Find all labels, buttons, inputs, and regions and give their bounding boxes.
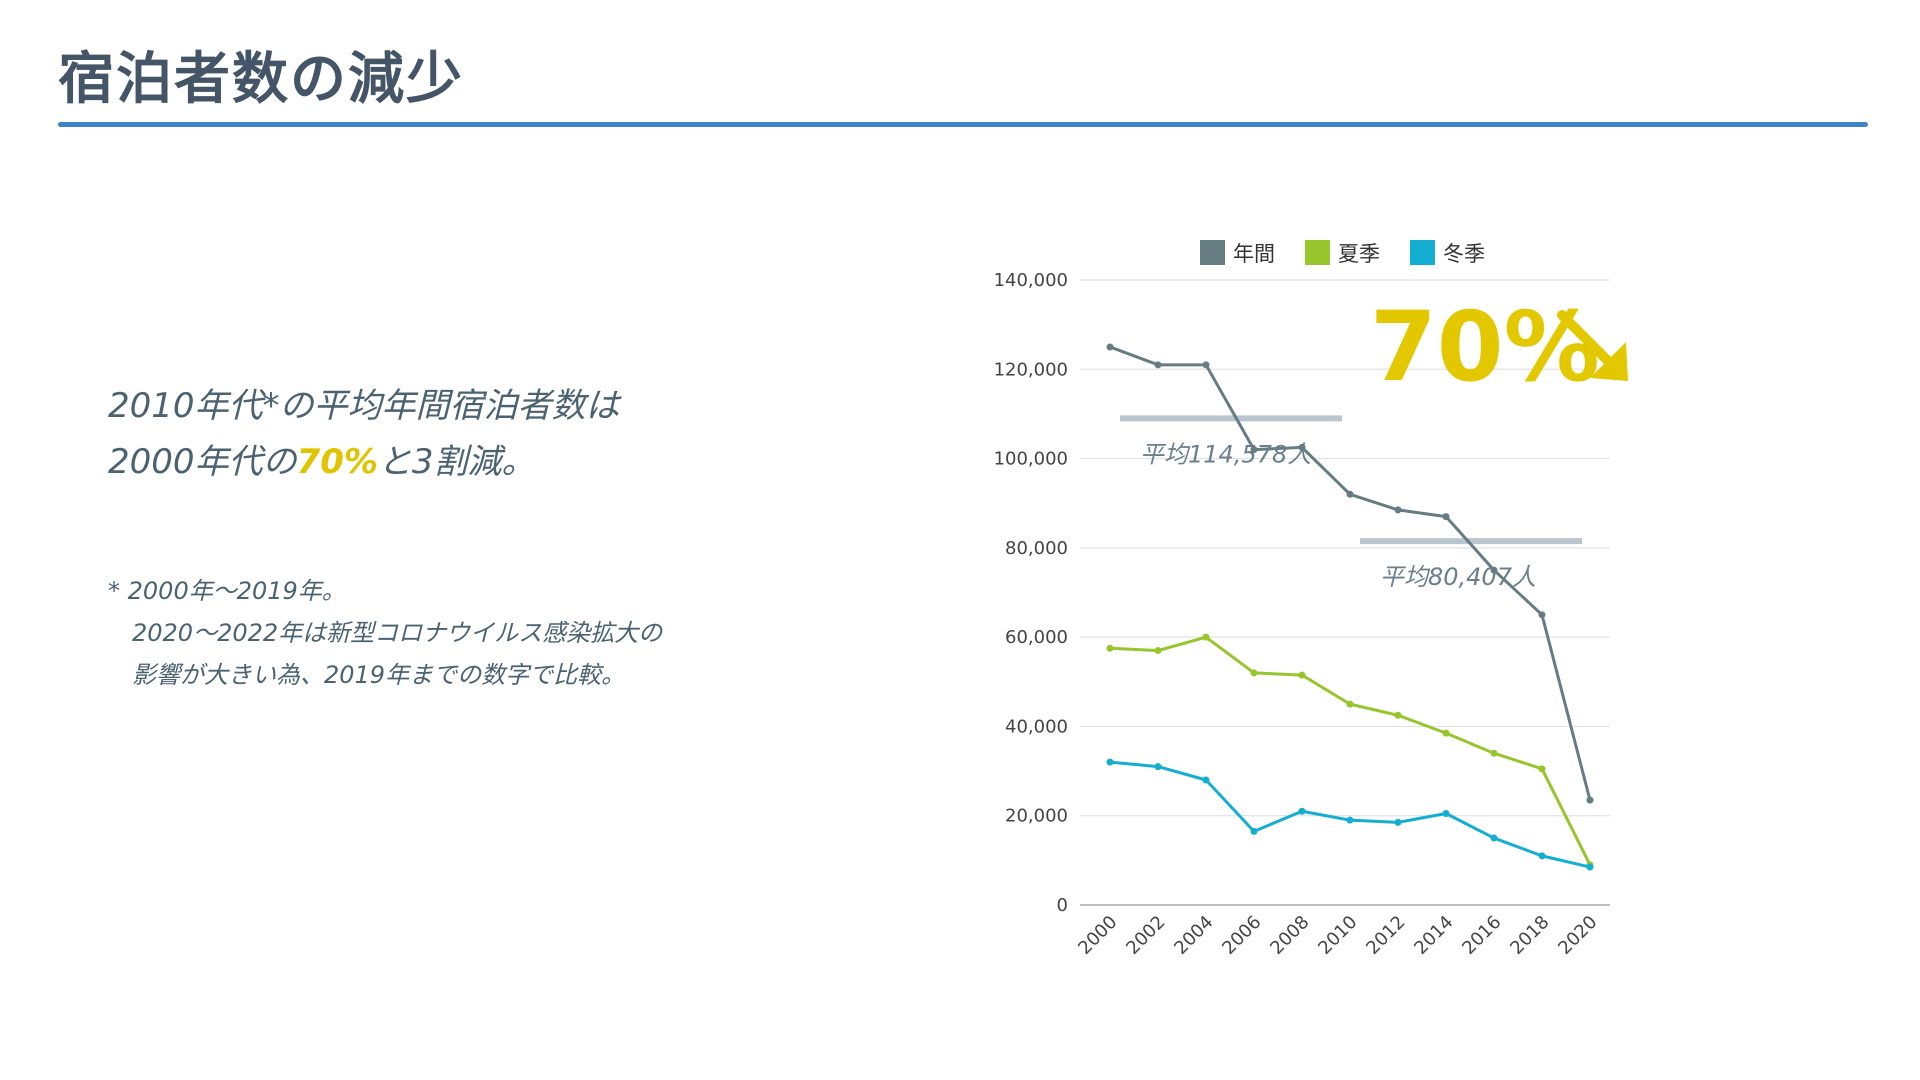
summary-line-2-before: 2000年代の xyxy=(108,442,297,482)
data-point xyxy=(1490,749,1498,757)
legend-label: 冬季 xyxy=(1443,242,1485,266)
big-percent-annotation: 70% xyxy=(1370,291,1600,403)
data-point xyxy=(1250,669,1258,677)
footnote-line-3: 影響が大きい為、2019年までの数字で比較。 xyxy=(132,661,626,689)
y-tick-label: 140,000 xyxy=(994,270,1068,291)
y-tick-label: 20,000 xyxy=(1005,806,1068,827)
x-tick-label: 2000 xyxy=(1074,912,1121,959)
legend-label: 夏季 xyxy=(1338,242,1380,266)
x-tick-label: 2008 xyxy=(1266,912,1313,959)
legend-label: 年間 xyxy=(1233,242,1275,266)
data-point xyxy=(1298,443,1306,451)
summary-highlight-percent: 70% xyxy=(296,442,378,482)
data-point xyxy=(1442,729,1450,737)
footnote-line-1: * 2000年〜2019年。 xyxy=(108,577,346,605)
page-title: 宿泊者数の減少 xyxy=(58,47,464,112)
data-point xyxy=(1106,343,1114,351)
title-underline xyxy=(58,122,1868,127)
y-tick-label: 80,000 xyxy=(1005,538,1068,559)
data-point xyxy=(1490,834,1498,842)
summary-line-2-after: と3割減。 xyxy=(377,442,536,482)
y-tick-label: 100,000 xyxy=(994,449,1068,470)
x-tick-label: 2010 xyxy=(1314,912,1361,959)
data-point xyxy=(1442,809,1450,817)
data-point xyxy=(1346,816,1354,824)
data-point xyxy=(1586,863,1594,871)
data-point xyxy=(1298,671,1306,679)
y-tick-label: 0 xyxy=(1057,895,1068,916)
data-point xyxy=(1202,361,1210,369)
summary-line-2: 2000年代の70%と3割減。 xyxy=(108,434,620,490)
data-point xyxy=(1106,758,1114,766)
data-point xyxy=(1202,776,1210,784)
data-point xyxy=(1538,611,1546,619)
y-tick-label: 120,000 xyxy=(994,359,1068,380)
x-tick-label: 2014 xyxy=(1410,912,1457,959)
data-point xyxy=(1394,711,1402,719)
data-point xyxy=(1442,513,1450,521)
x-tick-label: 2018 xyxy=(1506,912,1553,959)
footnote-line-2: 2020〜2022年は新型コロナウイルス感染拡大の xyxy=(132,619,663,647)
data-point xyxy=(1394,506,1402,514)
legend-swatch xyxy=(1410,240,1435,265)
data-point xyxy=(1154,763,1162,771)
data-point xyxy=(1250,827,1258,835)
x-tick-label: 2002 xyxy=(1122,912,1169,959)
series-line-夏季 xyxy=(1109,635,1592,866)
data-point xyxy=(1298,807,1306,815)
summary-line-1: 2010年代*の平均年間宿泊者数は xyxy=(108,386,620,426)
x-tick-label: 2004 xyxy=(1170,912,1217,959)
series-line-冬季 xyxy=(1109,760,1591,869)
legend-swatch xyxy=(1200,240,1225,265)
y-tick-label: 40,000 xyxy=(1005,716,1068,737)
data-point xyxy=(1538,765,1546,773)
data-point xyxy=(1490,566,1498,574)
x-tick-label: 2006 xyxy=(1218,912,1265,959)
data-point xyxy=(1106,644,1114,652)
x-tick-label: 2016 xyxy=(1458,912,1505,959)
data-point xyxy=(1586,796,1594,804)
x-tick-label: 2012 xyxy=(1362,912,1409,959)
data-point xyxy=(1346,490,1354,498)
summary-text: 2010年代*の平均年間宿泊者数は 2000年代の70%と3割減。 xyxy=(108,378,620,490)
data-point xyxy=(1394,818,1402,826)
data-point xyxy=(1250,446,1258,454)
data-point xyxy=(1202,633,1210,641)
x-tick-label: 2020 xyxy=(1554,912,1601,959)
data-point xyxy=(1346,700,1354,708)
legend-swatch xyxy=(1305,240,1330,265)
data-point xyxy=(1538,852,1546,860)
down-right-arrow-icon xyxy=(1557,310,1628,381)
footnote: * 2000年〜2019年。 2020〜2022年は新型コロナウイルス感染拡大の… xyxy=(108,570,662,696)
line-chart: 0 20,000 40,000 60,000 80,000 100,000 120,000 1… xyxy=(994,240,1628,959)
data-point xyxy=(1154,361,1162,369)
average-label: 平均114,578人 xyxy=(1140,440,1311,468)
y-tick-label: 60,000 xyxy=(1005,627,1068,648)
data-point xyxy=(1154,647,1162,655)
